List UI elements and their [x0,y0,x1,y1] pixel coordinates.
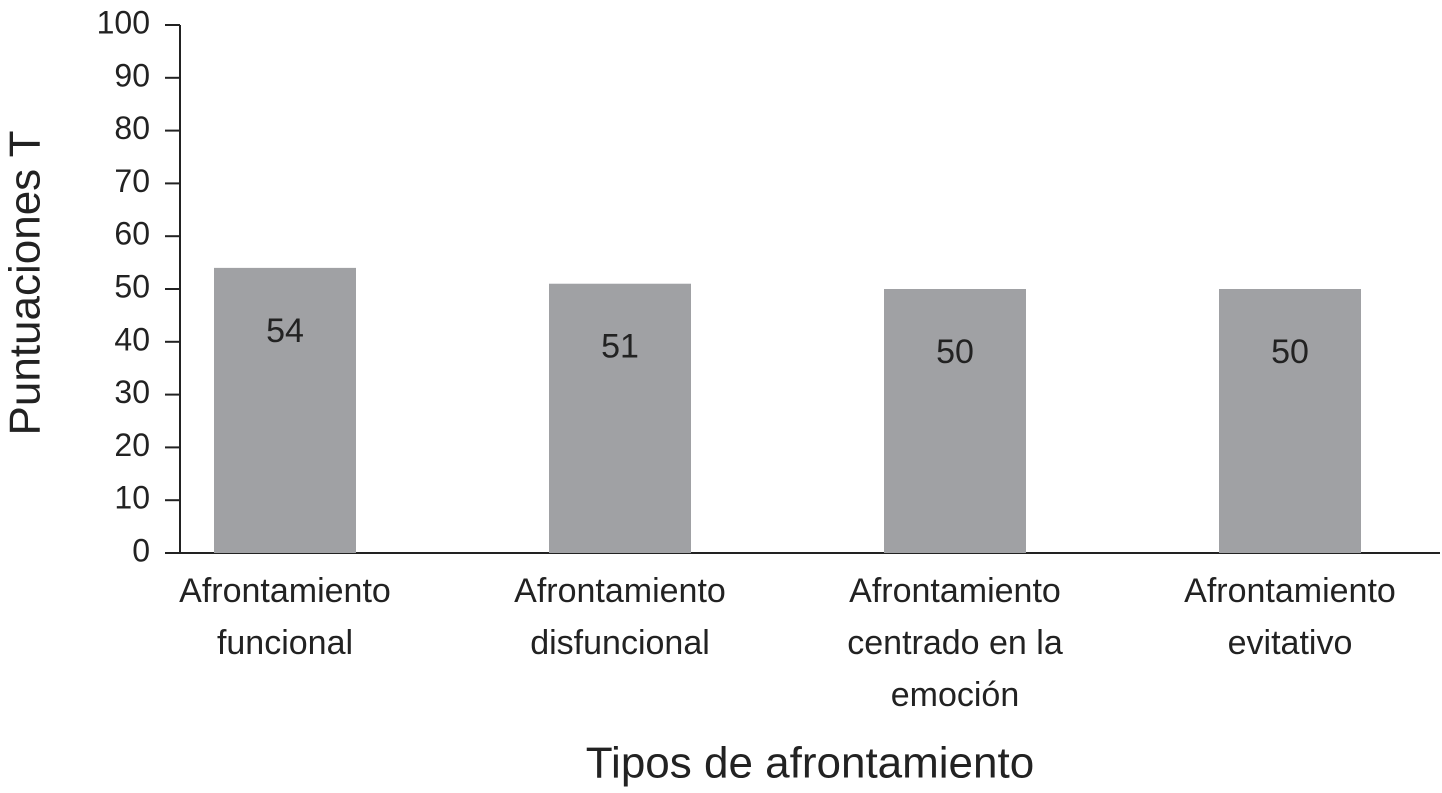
data-label: 51 [601,328,639,366]
x-axis-title: Tipos de afrontamiento [586,739,1034,788]
data-label: 50 [1271,333,1309,371]
x-tick-label: Afrontamiento funcional [179,572,391,662]
y-tick-label: 100 [97,4,150,40]
y-tick-label: 10 [114,480,150,516]
x-tick-label: Afrontamiento centrado en la emoción [847,572,1063,714]
bar [884,289,1026,553]
y-axis-title: Puntuaciones T [1,131,50,436]
y-tick-label: 90 [114,57,150,93]
bar [1219,289,1361,553]
y-tick-label: 20 [114,427,150,463]
data-label: 54 [266,312,304,350]
y-tick-label: 50 [114,268,150,304]
y-tick-label: 60 [114,216,150,252]
x-tick-label: Afrontamiento disfuncional [514,572,726,662]
bar [549,283,691,553]
y-tick-label: 30 [114,374,150,410]
y-tick-label: 80 [114,110,150,146]
y-tick-label: 0 [132,532,150,568]
y-tick-label: 40 [114,321,150,357]
y-tick-label: 70 [114,163,150,199]
data-label: 50 [936,333,974,371]
bar [214,267,356,553]
x-tick-label: Afrontamiento evitativo [1184,572,1396,662]
